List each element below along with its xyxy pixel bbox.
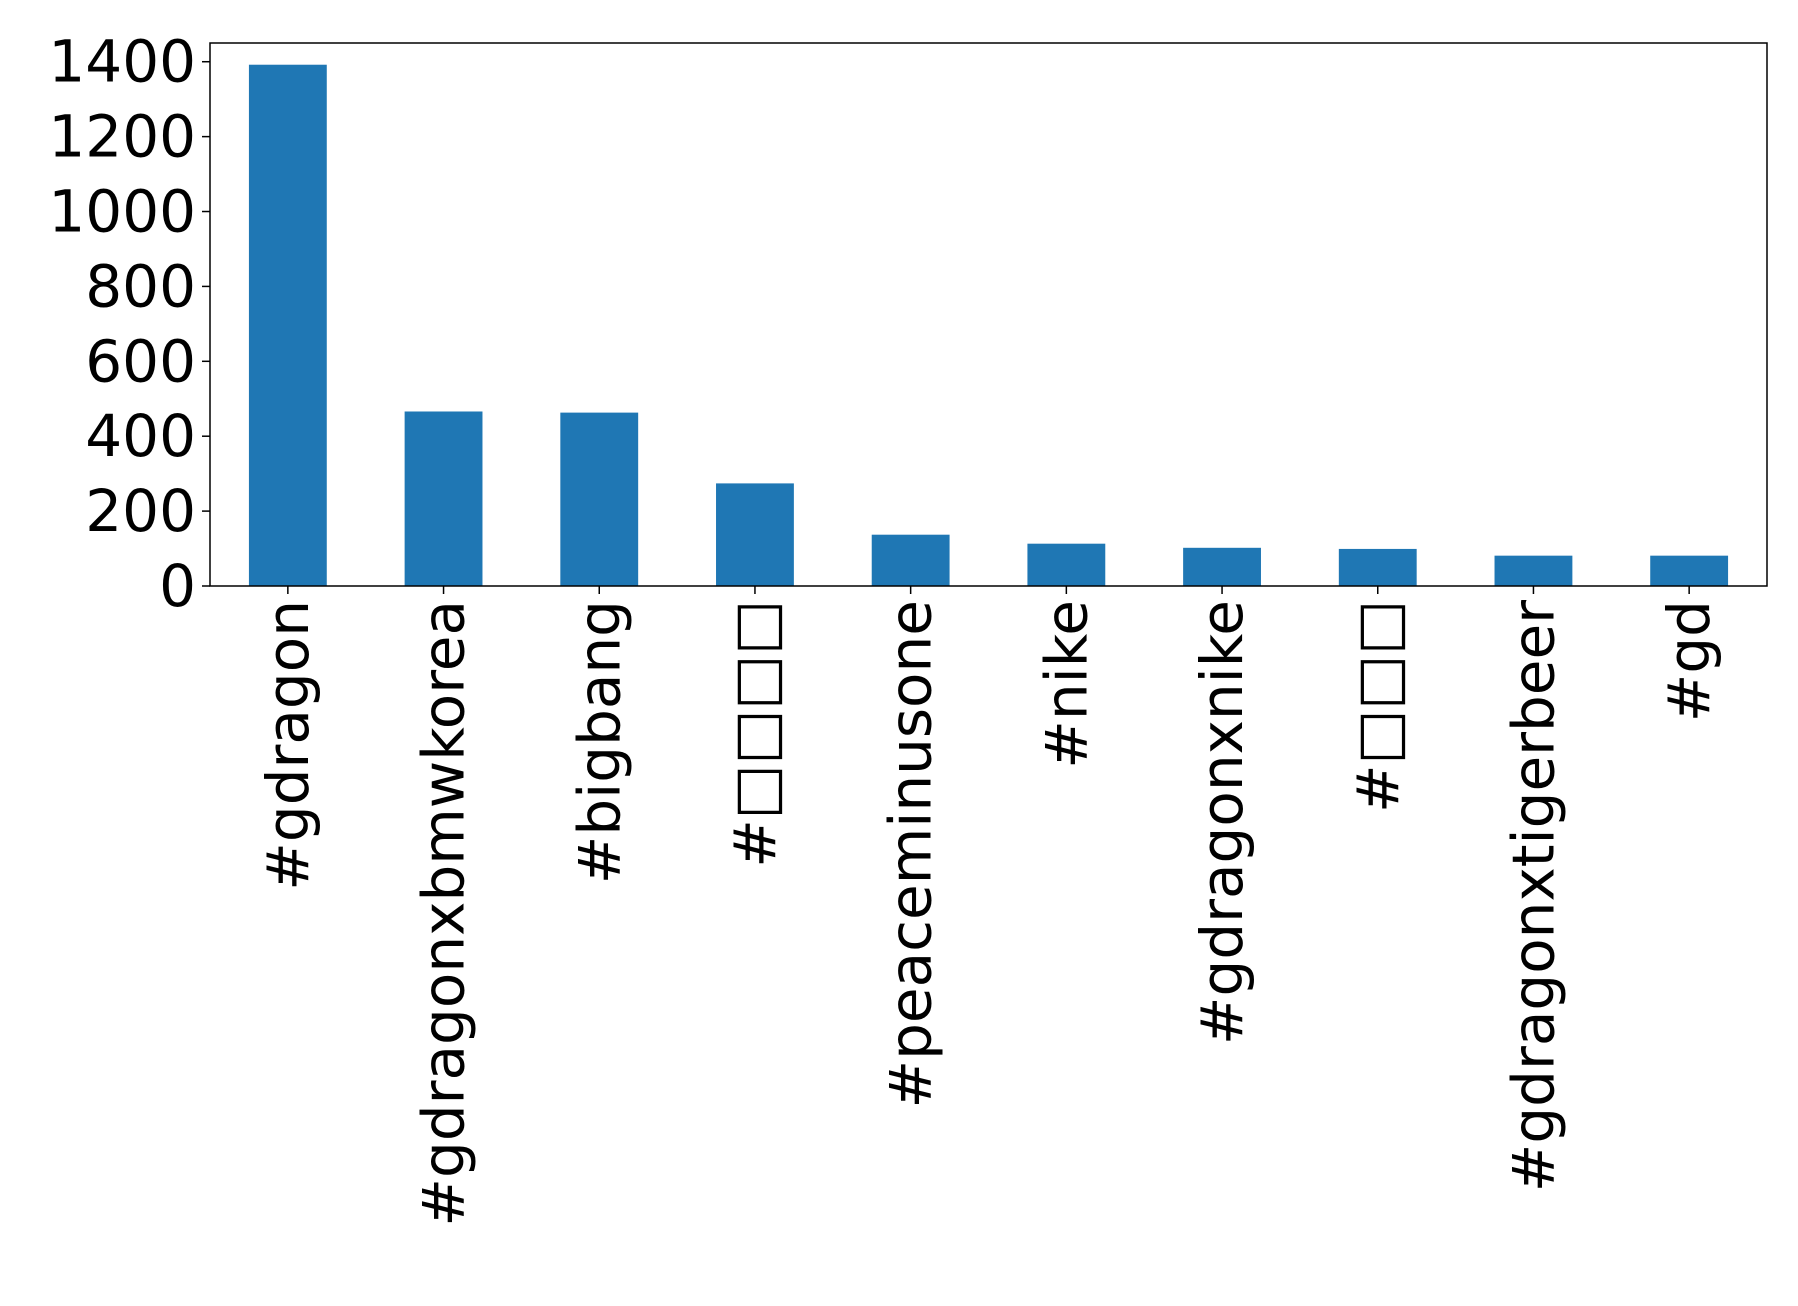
bar-1	[248, 64, 327, 587]
bar-6	[1027, 543, 1106, 586]
y-tick-label: 200	[85, 477, 196, 545]
bar-7	[1183, 547, 1261, 586]
x-tick-label: #gdragon	[254, 600, 322, 891]
y-tick-label: 1200	[48, 103, 196, 171]
bar-4	[716, 483, 794, 586]
x-tick-label: #peaceminusone	[877, 600, 945, 1109]
x-tick-label: #gdragonxtigerbeer	[1499, 600, 1567, 1192]
x-tick-label: #gdragonxnike	[1188, 600, 1256, 1045]
x-tick-label: #nike	[1032, 600, 1100, 769]
bar-9	[1494, 555, 1573, 586]
bar-2	[404, 411, 483, 586]
x-tick-label: #□□□□	[721, 600, 789, 868]
bar-5	[871, 534, 950, 586]
bar-3	[560, 412, 639, 586]
x-axis: #gdragon #gdragonxbmwkorea #bigbang #□□□□ #p…	[254, 586, 1723, 1227]
x-tick-label: #gd	[1655, 600, 1723, 722]
plot-frame	[209, 42, 1768, 587]
y-tick-label: 1400	[48, 28, 196, 96]
y-tick-label: 800	[85, 252, 196, 320]
y-tick-label: 0	[159, 552, 196, 620]
y-tick-label: 1000	[48, 178, 196, 246]
y-tick-label: 400	[85, 402, 196, 470]
x-tick-label: #bigbang	[565, 600, 633, 884]
y-tick-label: 600	[85, 327, 196, 395]
x-tick-label: #□□□	[1344, 600, 1412, 813]
bars-group	[248, 64, 1729, 587]
bar-10	[1650, 555, 1729, 586]
bar-8	[1338, 548, 1417, 586]
x-tick-label: #gdragonxbmwkorea	[410, 600, 478, 1227]
